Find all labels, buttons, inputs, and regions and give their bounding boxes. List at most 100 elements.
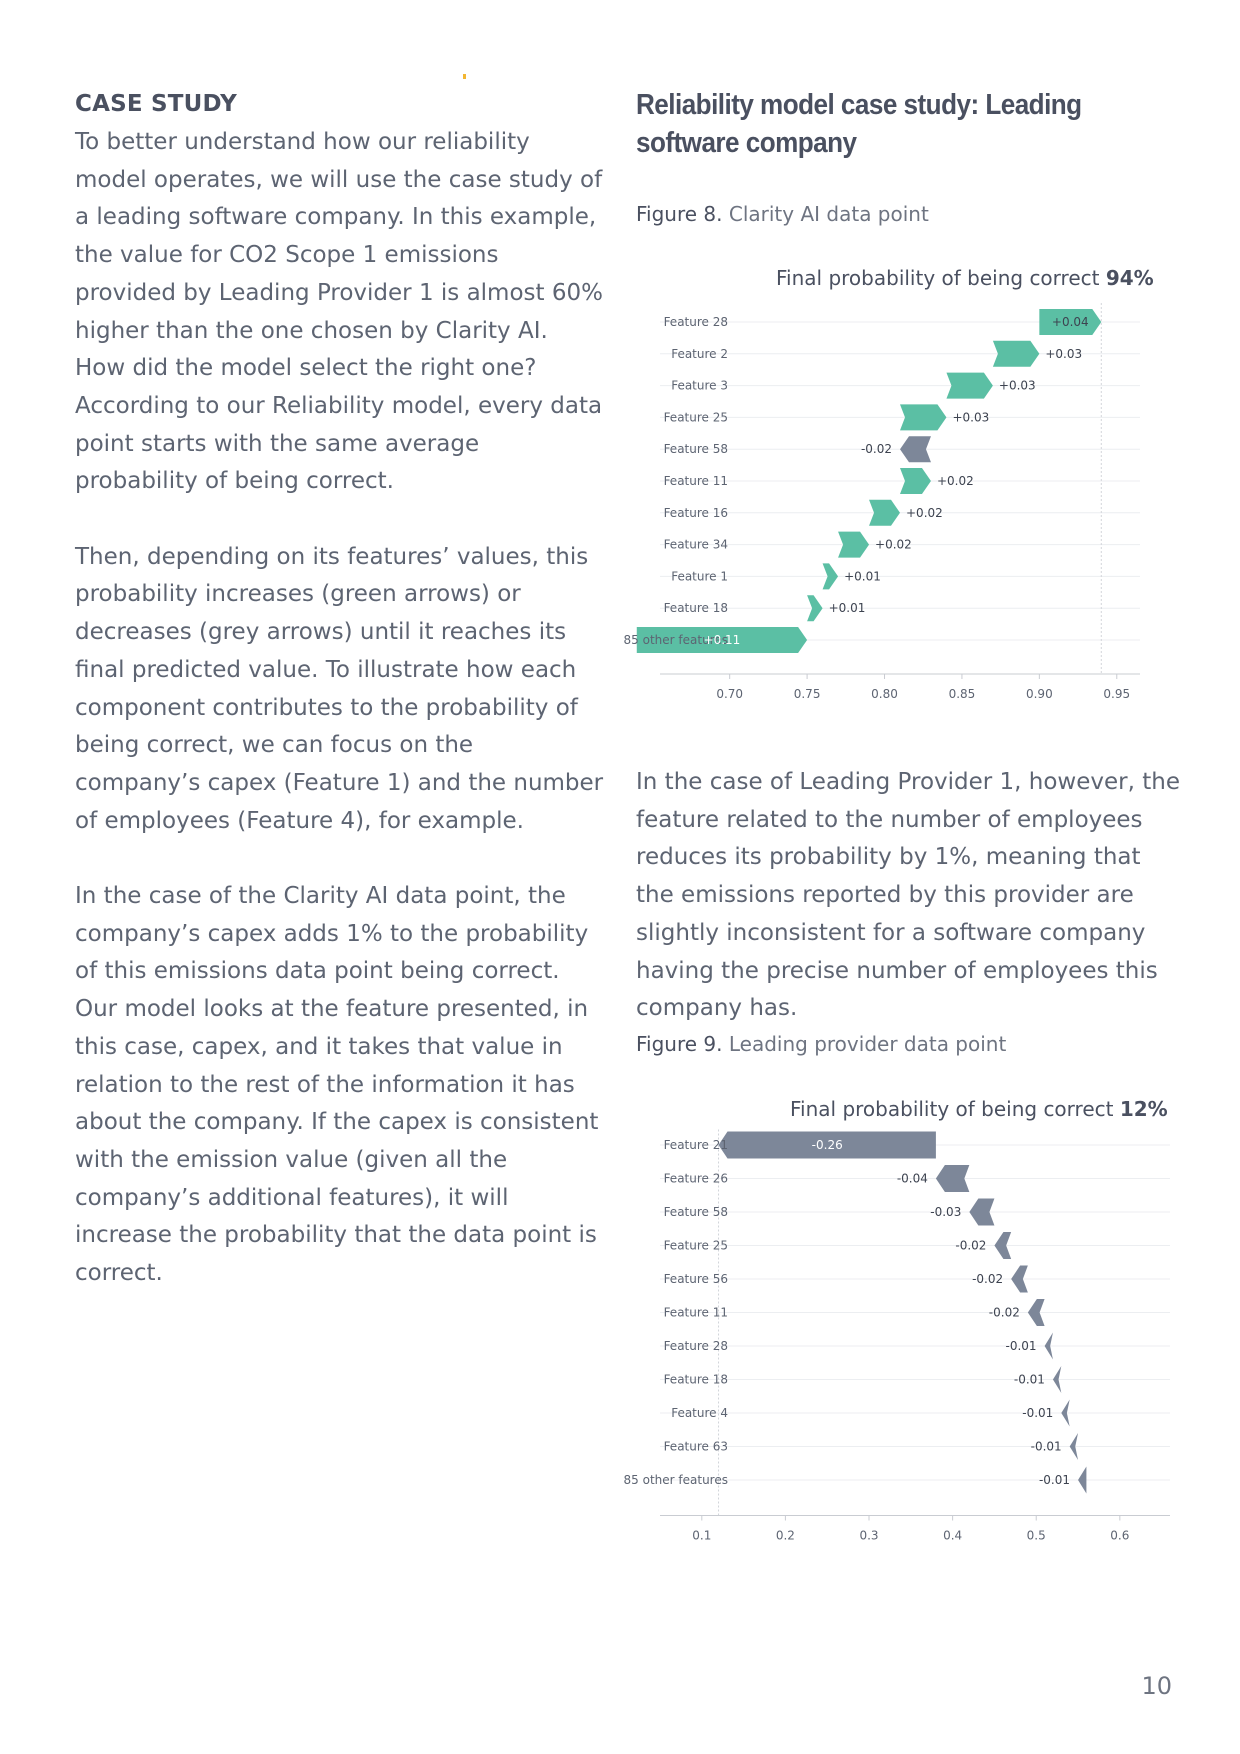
value-label: -0.02 — [989, 1306, 1020, 1320]
category-label: Feature 25 — [664, 1239, 728, 1253]
waterfall-bar — [946, 372, 993, 399]
waterfall-bar — [869, 499, 900, 526]
value-label: -0.02 — [955, 1239, 986, 1253]
x-tick-label: 0.85 — [949, 687, 976, 701]
x-tick-label: 0.2 — [776, 1529, 795, 1543]
accent-dot — [463, 74, 466, 79]
waterfall-bar — [1052, 1366, 1062, 1393]
value-label: +0.11 — [704, 633, 741, 647]
chart-1-title-value: 94% — [1105, 266, 1154, 290]
waterfall-bar — [994, 1232, 1012, 1259]
category-label: Feature 28 — [664, 1339, 728, 1353]
waterfall-bar — [1069, 1433, 1079, 1460]
value-label: -0.26 — [812, 1138, 843, 1152]
figure-8-caption: Figure 8. Clarity AI data point — [636, 202, 929, 226]
value-label: +0.04 — [1052, 315, 1089, 329]
category-label: Feature 3 — [671, 379, 728, 393]
category-label: Feature 25 — [664, 410, 728, 424]
case-study-column: CASE STUDY To better understand how our … — [75, 88, 605, 1330]
category-label: Feature 63 — [664, 1440, 728, 1454]
chart-2-title-prefix: Final probability of being correct — [790, 1097, 1120, 1121]
page-number: 10 — [1141, 1672, 1172, 1700]
chart-1-title-prefix: Final probability of being correct — [776, 266, 1106, 290]
waterfall-bar — [718, 1131, 936, 1159]
waterfall-bar — [822, 563, 839, 590]
value-label: -0.04 — [897, 1172, 928, 1186]
x-tick-label: 0.6 — [1110, 1529, 1129, 1543]
value-label: +0.01 — [844, 569, 881, 583]
category-label: Feature 21 — [664, 1138, 728, 1152]
category-label: Feature 58 — [664, 1205, 728, 1219]
case-study-heading: CASE STUDY — [75, 91, 237, 117]
value-label: -0.01 — [1014, 1373, 1045, 1387]
category-label: Feature 58 — [664, 442, 728, 456]
value-label: +0.01 — [829, 601, 866, 615]
category-label: 85 other features — [624, 633, 728, 647]
category-label: Feature 28 — [664, 315, 728, 329]
value-label: +0.03 — [952, 410, 989, 424]
value-label: -0.03 — [930, 1205, 961, 1219]
category-label: Feature 18 — [664, 1373, 728, 1387]
category-label: Feature 26 — [664, 1172, 728, 1186]
waterfall-bar — [900, 436, 931, 463]
x-tick-label: 0.4 — [943, 1529, 962, 1543]
waterfall-bar — [900, 468, 931, 494]
chart-2-waterfall: 0.1 0.2 0.3 0.4 0.5 0.6 Feature 21 -0.26 Feature… — [624, 1128, 1170, 1543]
waterfall-bar — [1027, 1299, 1045, 1326]
value-label: +0.02 — [937, 474, 974, 488]
x-tick-label: 0.95 — [1103, 687, 1130, 701]
chart-1-title: Final probability of being correct 94% — [776, 266, 1154, 290]
category-label: Feature 11 — [664, 1306, 728, 1320]
waterfall-bar — [992, 340, 1040, 367]
category-label: Feature 1 — [671, 569, 728, 583]
x-tick-label: 0.70 — [716, 687, 743, 701]
value-label: -0.02 — [861, 442, 892, 456]
waterfall-bar — [969, 1198, 995, 1226]
x-tick-label: 0.3 — [859, 1529, 878, 1543]
waterfall-bar — [807, 595, 823, 622]
category-label: Feature 4 — [671, 1406, 728, 1420]
waterfall-bar — [1061, 1399, 1070, 1427]
figure-8-text: Clarity AI data point — [728, 202, 929, 226]
section-title: Reliability model case study: Leading so… — [636, 89, 1082, 159]
waterfall-bar — [1044, 1332, 1053, 1360]
category-label: Feature 18 — [664, 601, 728, 615]
figure-8-number: Figure 8. — [636, 202, 723, 226]
value-label: -0.01 — [1039, 1473, 1070, 1487]
value-label: +0.03 — [1045, 347, 1082, 361]
x-tick-label: 0.80 — [871, 687, 898, 701]
case-study-paragraph-2: Then, depending on its features’ values,… — [75, 543, 604, 834]
figure-9-number: Figure 9. — [636, 1032, 723, 1056]
chart-2-title: Final probability of being correct 12% — [790, 1097, 1168, 1121]
provider-paragraph-wrap: In the case of Leading Provider 1, howev… — [636, 764, 1181, 1066]
x-tick-label: 0.75 — [794, 687, 821, 701]
value-label: +0.02 — [906, 506, 943, 520]
value-label: -0.02 — [972, 1272, 1003, 1286]
x-tick-label: 0.1 — [692, 1529, 711, 1543]
waterfall-bar — [838, 531, 870, 558]
value-label: +0.03 — [999, 379, 1036, 393]
right-column-header: Reliability model case study: Leading so… — [636, 86, 1176, 162]
value-label: -0.01 — [1006, 1339, 1037, 1353]
category-label: Feature 56 — [664, 1272, 728, 1286]
category-label: Feature 16 — [664, 506, 728, 520]
waterfall-bar — [1078, 1466, 1087, 1494]
waterfall-bar — [1039, 309, 1102, 335]
provider-paragraph: In the case of Leading Provider 1, howev… — [636, 769, 1180, 1022]
case-study-paragraph-3: In the case of the Clarity AI data point… — [75, 883, 599, 1287]
value-label: -0.01 — [1022, 1406, 1053, 1420]
case-study-paragraph-1: To better understand how our reliability… — [75, 129, 603, 495]
value-label: +0.02 — [875, 538, 912, 552]
x-tick-label: 0.90 — [1026, 687, 1053, 701]
waterfall-bar — [636, 627, 808, 653]
category-label: Feature 34 — [664, 538, 728, 552]
waterfall-bar — [900, 404, 947, 431]
figure-9-text: Leading provider data point — [728, 1032, 1007, 1056]
category-label: Feature 11 — [664, 474, 728, 488]
figure-9-caption: Figure 9. Leading provider data point — [636, 1032, 1006, 1056]
waterfall-bar — [935, 1165, 970, 1192]
category-label: 85 other features — [624, 1473, 728, 1487]
chart-2-title-value: 12% — [1119, 1097, 1168, 1121]
waterfall-bar — [1011, 1265, 1028, 1293]
value-label: -0.01 — [1031, 1440, 1062, 1454]
